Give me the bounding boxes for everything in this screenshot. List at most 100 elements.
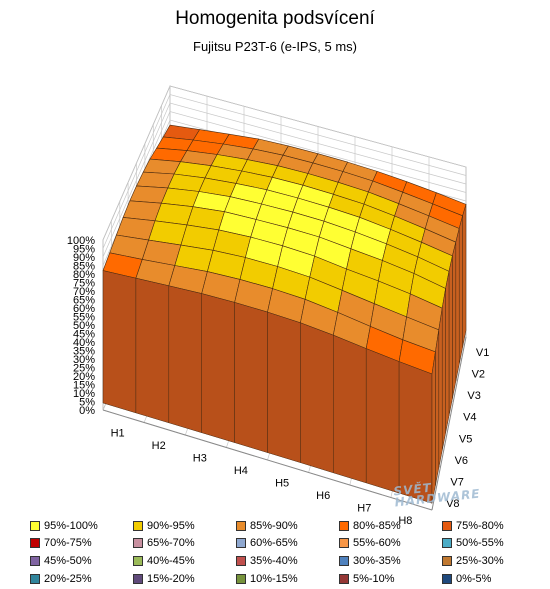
legend-swatch <box>442 556 452 566</box>
legend-swatch <box>30 556 40 566</box>
z-tick-label: 70% <box>73 286 95 298</box>
v-tick-label: V3 <box>467 390 480 402</box>
legend-swatch <box>339 521 349 531</box>
legend-entry: 60%-65% <box>236 537 298 549</box>
legend-label: 75%-80% <box>456 520 504 532</box>
legend-label: 90%-95% <box>147 520 195 532</box>
legend-swatch <box>236 521 246 531</box>
legend-swatch <box>339 556 349 566</box>
legend-label: 5%-10% <box>353 573 395 585</box>
v-axis-line <box>431 336 467 511</box>
legend-swatch <box>236 538 246 548</box>
legend-label: 40%-45% <box>147 555 195 567</box>
z-tick-label: 55% <box>73 312 95 324</box>
h-tick-label: H3 <box>193 452 207 464</box>
v-tick-label: V1 <box>476 347 489 359</box>
legend-swatch <box>30 574 40 584</box>
legend-label: 35%-40% <box>250 555 298 567</box>
v-tick-label: V7 <box>450 477 463 489</box>
surface-skirt <box>168 285 202 434</box>
legend-entry: 20%-25% <box>30 573 92 585</box>
z-tick-label: 90% <box>73 252 95 264</box>
h-tick-label: H5 <box>275 477 289 489</box>
legend-entry: 40%-45% <box>133 555 195 567</box>
surface-skirt <box>455 228 460 382</box>
h-tick-label: H8 <box>398 515 412 527</box>
legend-swatch <box>236 574 246 584</box>
surface-skirt <box>333 334 367 484</box>
z-tick-label: 40% <box>73 337 95 349</box>
legend-label: 60%-65% <box>250 537 298 549</box>
legend-label: 30%-35% <box>353 555 401 567</box>
surface-skirt <box>431 351 436 504</box>
surface-skirt <box>458 215 463 365</box>
z-tick-label: 35% <box>73 346 95 358</box>
surface-skirt <box>234 302 268 453</box>
z-tick-label: 45% <box>73 329 95 341</box>
legend-swatch <box>442 574 452 584</box>
legend-entry: 45%-50% <box>30 555 92 567</box>
legend-entry: 30%-35% <box>339 555 401 567</box>
legend-label: 25%-30% <box>456 555 504 567</box>
z-tick-label: 65% <box>73 295 95 307</box>
legend-label: 95%-100% <box>44 520 98 532</box>
legend-label: 15%-20% <box>147 573 195 585</box>
z-tick-label: 25% <box>73 363 95 375</box>
z-tick-label: 30% <box>73 354 95 366</box>
legend-swatch <box>133 538 143 548</box>
z-tick-label: 85% <box>73 261 95 273</box>
legend-entry: 0%-5% <box>442 573 491 585</box>
surface-skirt <box>462 204 467 348</box>
surface-skirt <box>201 293 235 443</box>
legend-entry: 10%-15% <box>236 573 298 585</box>
v-tick-label: V2 <box>472 368 485 380</box>
surface-skirt <box>102 270 137 414</box>
z-tick-label: 95% <box>73 244 95 256</box>
legend-entry: 90%-95% <box>133 520 195 532</box>
surface-cell <box>142 158 181 175</box>
h-axis-line <box>102 409 433 511</box>
surface-skirt <box>365 348 400 494</box>
legend-swatch <box>442 521 452 531</box>
legend-entry: 95%-100% <box>30 520 98 532</box>
z-tick-label: 75% <box>73 278 95 290</box>
z-tick-label: 15% <box>73 380 95 392</box>
legend-label: 85%-90% <box>250 520 298 532</box>
legend-swatch <box>236 556 246 566</box>
legend-entry: 25%-30% <box>442 555 504 567</box>
legend-entry: 65%-70% <box>133 537 195 549</box>
v-tick-label: V4 <box>463 412 476 424</box>
legend-label: 70%-75% <box>44 537 92 549</box>
legend-entry: 75%-80% <box>442 520 504 532</box>
surface-skirt <box>438 308 443 469</box>
legend-swatch <box>30 538 40 548</box>
z-tick-label: 60% <box>73 303 95 315</box>
legend-swatch <box>442 538 452 548</box>
h-tick-label: H6 <box>316 490 330 502</box>
legend-label: 65%-70% <box>147 537 195 549</box>
legend-entry: 50%-55% <box>442 537 504 549</box>
surface-skirt <box>441 288 446 451</box>
legend-entry: 55%-60% <box>339 537 401 549</box>
legend-entry: 5%-10% <box>339 573 395 585</box>
legend-swatch <box>339 538 349 548</box>
h-tick-label: H4 <box>234 465 248 477</box>
chart-subtitle: Fujitsu P23T-6 (e-IPS, 5 ms) <box>193 39 357 54</box>
v-tick-label: V6 <box>455 455 468 467</box>
legend-label: 20%-25% <box>44 573 92 585</box>
legend-entry: 70%-75% <box>30 537 92 549</box>
legend-entry: 80%-85% <box>339 520 401 532</box>
surface-skirt <box>452 242 457 399</box>
z-tick-label: 10% <box>73 388 95 400</box>
surface-skirt <box>435 329 440 486</box>
legend-label: 0%-5% <box>456 573 492 585</box>
legend-swatch <box>339 574 349 584</box>
h-tick-label: H1 <box>111 427 125 439</box>
z-tick-label: 80% <box>73 269 95 281</box>
surface-skirt <box>300 322 334 474</box>
legend-swatch <box>133 574 143 584</box>
legend-label: 80%-85% <box>353 520 401 532</box>
legend-label: 45%-50% <box>44 555 92 567</box>
